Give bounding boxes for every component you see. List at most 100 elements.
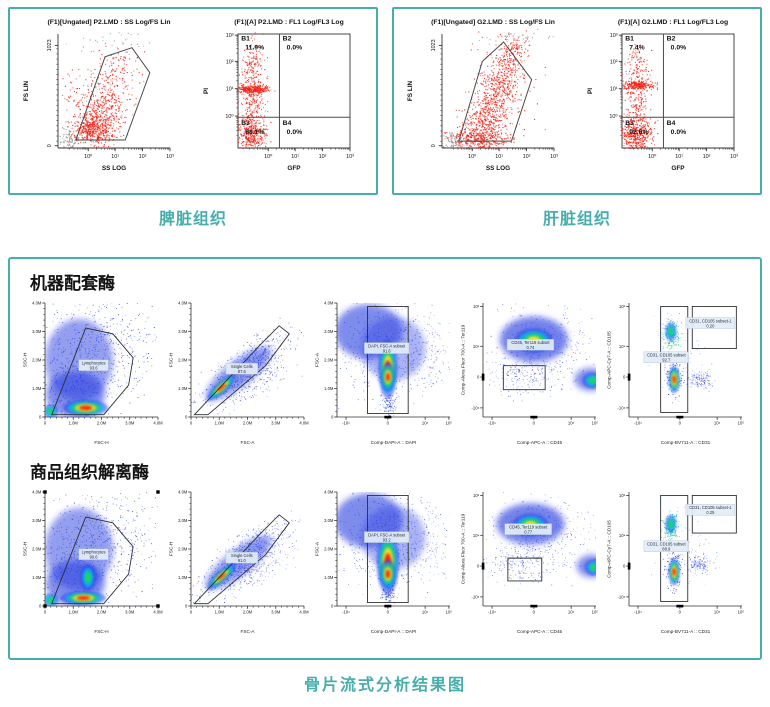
svg-text:SS LOG: SS LOG bbox=[486, 165, 510, 172]
svg-text:10¹: 10¹ bbox=[111, 154, 119, 160]
svg-text:2.0M: 2.0M bbox=[32, 358, 42, 363]
svg-text:B3: B3 bbox=[241, 120, 250, 127]
svg-text:10⁰: 10⁰ bbox=[84, 154, 92, 160]
svg-text:88.1%: 88.1% bbox=[245, 129, 264, 136]
bottom-caption: 骨片流式分析结果图 bbox=[303, 677, 466, 694]
flow-plot-machine-cd45-ter119: -10⁴ 0 10⁴ 10⁵ -10⁴ 0 10⁴ 10⁵ Comp-APC-A :: CD45… bbox=[458, 296, 604, 448]
svg-text:10¹: 10¹ bbox=[226, 87, 234, 93]
svg-text:PI: PI bbox=[203, 88, 210, 94]
flow-plot-svg: (F1)[A] P2.LMD : FL1 Log/FL3 Log 10⁰ 10¹ 10… bbox=[203, 19, 354, 172]
row-label-commercial-enzyme: 商品组织解离酶 bbox=[30, 463, 149, 482]
flow-plot-svg: -10⁴ 0 10⁴ 10⁵01.0M2.0M3.0M4.0MComp-DAPI-A … bbox=[315, 490, 453, 635]
svg-text:10²: 10² bbox=[610, 59, 618, 65]
svg-text:1.0M: 1.0M bbox=[32, 386, 42, 391]
svg-text:(F1)[Ungated] G2.LMD : SS Log/: (F1)[Ungated] G2.LMD : SS Log/FS Lin bbox=[431, 19, 555, 26]
svg-text:FS LIN: FS LIN bbox=[23, 81, 30, 102]
svg-text:0: 0 bbox=[47, 144, 53, 147]
svg-text:10²: 10² bbox=[523, 154, 531, 160]
svg-text:SS LOG: SS LOG bbox=[102, 165, 126, 172]
svg-text:B2: B2 bbox=[667, 36, 676, 43]
liver-panel-box: (F1)[Ungated] G2.LMD : SS Log/FS Lin 10⁰ 1… bbox=[392, 7, 762, 195]
svg-text:B4: B4 bbox=[667, 120, 676, 127]
svg-text:0: 0 bbox=[39, 415, 42, 420]
flow-plot-machine-singlets: 0 1.0M 2.0M 3.0M 4.0M 0 1.0M 2.0M 3.0M 4.0M FSC-A F… bbox=[166, 296, 312, 448]
svg-text:10¹: 10¹ bbox=[610, 87, 618, 93]
svg-text:0: 0 bbox=[44, 421, 47, 426]
flow-plot-machine-ssc-fsc: 0 1.0M 2.0M 3.0M 4.0M 0 1.0M 2.0M 3.0M 4.0M FSC-H S… bbox=[20, 296, 166, 448]
svg-text:PI: PI bbox=[587, 88, 594, 94]
commercial-enzyme-plots-row: 0 1.0M 2.0M 3.0M 4.0M 0 1.0M 2.0M 3.0M 4.0M FSC-H S… bbox=[10, 485, 760, 637]
liver-caption: 肝脏组织 bbox=[542, 211, 611, 228]
flow-plot-svg: 0 1.0M 2.0M 3.0M 4.0M01.0M2.0M3.0M4.0MFSC-AF… bbox=[169, 301, 310, 446]
svg-text:10⁰: 10⁰ bbox=[264, 154, 272, 160]
svg-text:10²: 10² bbox=[139, 154, 147, 160]
svg-text:FSC-H: FSC-H bbox=[94, 440, 108, 445]
flow-plot-svg: (F1)[Ungated] G2.LMD : SS Log/FS Lin 10⁰ 1… bbox=[407, 19, 558, 172]
svg-text:10¹: 10¹ bbox=[495, 154, 503, 160]
flow-plot-liver-scatter: (F1)[Ungated] G2.LMD : SS Log/FS Lin 10⁰ 1… bbox=[398, 12, 576, 190]
svg-text:1023: 1023 bbox=[431, 39, 437, 51]
svg-text:(F1)[A] G2.LMD : FL1 Log/FL3 L: (F1)[A] G2.LMD : FL1 Log/FL3 Log bbox=[618, 19, 728, 26]
svg-text:1023: 1023 bbox=[47, 39, 53, 51]
flow-plot-svg: -10⁴ 0 10⁴ 10⁵01.0M2.0M3.0M4.0MComp-DAPI-A … bbox=[315, 301, 453, 446]
svg-text:2.0M: 2.0M bbox=[97, 421, 107, 426]
spleen-panel-box: (F1)[Ungated] P2.LMD : SS Log/FS Lin 10⁰ 1… bbox=[8, 7, 378, 195]
svg-text:92.6%: 92.6% bbox=[629, 129, 648, 136]
flow-plot-commercial-ssc-fsc: 0 1.0M 2.0M 3.0M 4.0M 0 1.0M 2.0M 3.0M 4.0M FSC-H S… bbox=[20, 485, 166, 637]
svg-text:10⁰: 10⁰ bbox=[468, 154, 476, 160]
svg-text:3.0M: 3.0M bbox=[32, 329, 42, 334]
svg-text:4.0M: 4.0M bbox=[153, 421, 163, 426]
flow-plot-commercial-singlets: 0 1.0M 2.0M 3.0M 4.0M 0 1.0M 2.0M 3.0M 4.0M FSC-A F… bbox=[166, 485, 312, 637]
svg-text:1.0M: 1.0M bbox=[69, 421, 79, 426]
svg-text:0.0%: 0.0% bbox=[671, 45, 687, 52]
flow-plot-machine-dapi: -10⁴ 0 10⁴ 10⁵ 0 1.0M 2.0M 3.0M 4.0M Comp-DAPI-A … bbox=[312, 296, 458, 448]
flow-plot-commercial-cd31-cd105: -10⁴ 0 10⁴ 10⁵ -10⁴ 0 10⁴ 10⁵ Comp-BV711-A :: CD… bbox=[604, 485, 750, 637]
svg-text:0.0%: 0.0% bbox=[671, 129, 687, 136]
spleen-caption: 脾脏组织 bbox=[158, 211, 227, 228]
bone-flow-analysis-box: 机器配套酶 0 1.0M 2.0M 3.0M 4.0M 0 1.0M 2.0M 3.0M 4.0M… bbox=[8, 257, 762, 660]
svg-text:10⁰: 10⁰ bbox=[648, 154, 656, 160]
svg-text:B2: B2 bbox=[283, 36, 292, 43]
svg-text:4.0M: 4.0M bbox=[32, 301, 42, 306]
svg-text:0.0%: 0.0% bbox=[287, 129, 303, 136]
svg-text:(F1)[A] P2.LMD : FL1 Log/FL3 L: (F1)[A] P2.LMD : FL1 Log/FL3 Log bbox=[234, 19, 344, 26]
svg-text:SSC-H: SSC-H bbox=[23, 353, 28, 368]
svg-text:11.9%: 11.9% bbox=[245, 45, 264, 52]
flow-plot-liver-quadrant: (F1)[A] G2.LMD : FL1 Log/FL3 Log 10⁰ 10¹ 10… bbox=[578, 12, 756, 190]
svg-text:7.4%: 7.4% bbox=[629, 45, 645, 52]
svg-text:GFP: GFP bbox=[287, 165, 301, 172]
svg-text:10³: 10³ bbox=[730, 154, 738, 160]
flow-plot-commercial-dapi: -10⁴ 0 10⁴ 10⁵ 0 1.0M 2.0M 3.0M 4.0M Comp-DAPI-A … bbox=[312, 485, 458, 637]
svg-text:10³: 10³ bbox=[550, 154, 558, 160]
svg-text:10³: 10³ bbox=[166, 154, 174, 160]
svg-text:FS LIN: FS LIN bbox=[407, 81, 414, 102]
flow-plot-spleen-quadrant: (F1)[A] P2.LMD : FL1 Log/FL3 Log 10⁰ 10¹ 10… bbox=[194, 12, 372, 190]
top-section: (F1)[Ungated] P2.LMD : SS Log/FS Lin 10⁰ 1… bbox=[8, 7, 762, 229]
svg-text:3.0M: 3.0M bbox=[125, 421, 135, 426]
flow-plot-commercial-cd45-ter119: -10⁴ 0 10⁴ 10⁵ -10⁴ 0 10⁴ 10⁵ Comp-APC-A :: CD45… bbox=[458, 485, 604, 637]
svg-text:B4: B4 bbox=[283, 120, 292, 127]
flow-plot-spleen-scatter: (F1)[Ungated] P2.LMD : SS Log/FS Lin 10⁰ 1… bbox=[14, 12, 192, 190]
svg-text:0.0%: 0.0% bbox=[287, 45, 303, 52]
svg-text:10³: 10³ bbox=[226, 33, 234, 39]
flow-plot-svg: (F1)[A] G2.LMD : FL1 Log/FL3 Log 10⁰ 10¹ 10… bbox=[587, 19, 738, 172]
flow-plot-svg: 0 1.0M 2.0M 3.0M 4.0M 0 1.0M 2.0M 3.0M 4.0M FSC-H S… bbox=[23, 301, 164, 446]
svg-text:10²: 10² bbox=[226, 59, 234, 65]
svg-text:10³: 10³ bbox=[610, 33, 618, 39]
flow-plot-svg: (F1)[Ungated] P2.LMD : SS Log/FS Lin 10⁰ 1… bbox=[23, 19, 174, 172]
svg-text:GFP: GFP bbox=[671, 165, 685, 172]
svg-text:B3: B3 bbox=[625, 120, 634, 127]
svg-text:10²: 10² bbox=[319, 154, 327, 160]
svg-text:0: 0 bbox=[431, 144, 437, 147]
svg-text:10³: 10³ bbox=[346, 154, 354, 160]
spleen-panel: (F1)[Ungated] P2.LMD : SS Log/FS Lin 10⁰ 1… bbox=[8, 7, 378, 229]
svg-text:B1: B1 bbox=[625, 36, 634, 43]
flow-plot-machine-cd31-cd105: -10⁴ 0 10⁴ 10⁵ -10⁴ 0 10⁴ 10⁵ Comp-BV711-A :: CD… bbox=[604, 296, 750, 448]
svg-text:10⁰: 10⁰ bbox=[609, 114, 617, 120]
svg-text:10¹: 10¹ bbox=[291, 154, 299, 160]
svg-text:10¹: 10¹ bbox=[675, 154, 683, 160]
